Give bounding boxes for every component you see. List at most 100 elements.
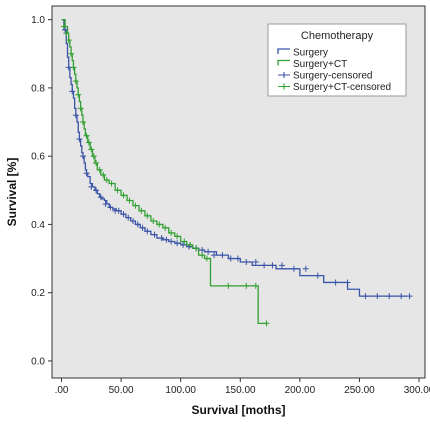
censor-mark bbox=[62, 26, 69, 33]
censor-mark bbox=[138, 207, 145, 214]
y-tick-label: 0.8 bbox=[31, 83, 45, 94]
censor-mark bbox=[398, 293, 405, 300]
censor-mark bbox=[162, 224, 169, 231]
censor-mark bbox=[278, 262, 285, 269]
legend-box bbox=[267, 23, 407, 97]
censor-mark bbox=[125, 214, 132, 221]
censor-mark bbox=[83, 132, 90, 139]
legend: Chemotherapy SurgerySurgery+CTSurgery-ce… bbox=[267, 23, 407, 97]
legend-cross-icon bbox=[278, 83, 290, 90]
censor-mark bbox=[234, 255, 241, 262]
y-axis-title: Survival [%] bbox=[5, 158, 19, 227]
censor-mark bbox=[314, 272, 321, 279]
censor-mark bbox=[243, 258, 250, 265]
censor-mark bbox=[290, 265, 297, 272]
censor-mark bbox=[174, 240, 181, 247]
censor-mark bbox=[60, 23, 67, 30]
y-tick-label: 0.0 bbox=[31, 356, 45, 367]
y-tick-label: 0.2 bbox=[31, 288, 45, 299]
censor-mark bbox=[72, 112, 79, 119]
censor-mark bbox=[203, 255, 210, 262]
censor-mark bbox=[103, 177, 110, 184]
legend-entry-label: Surgery+CT bbox=[293, 59, 347, 70]
x-tick-label: 150.00 bbox=[225, 385, 256, 396]
censor-mark bbox=[83, 170, 90, 177]
x-tick-label: 100.00 bbox=[165, 385, 196, 396]
censor-mark bbox=[63, 30, 70, 37]
censor-mark bbox=[115, 207, 122, 214]
censor-mark bbox=[69, 88, 76, 95]
x-tick-label: 50.00 bbox=[109, 385, 134, 396]
censor-mark bbox=[150, 218, 157, 225]
censor-mark bbox=[261, 262, 268, 269]
legend-line-icon bbox=[277, 59, 290, 66]
censor-mark bbox=[187, 241, 194, 248]
censor-mark bbox=[252, 282, 259, 289]
censor-mark bbox=[199, 247, 206, 254]
censor-mark bbox=[76, 136, 83, 143]
x-axis-title: Survival [moths] bbox=[191, 403, 285, 417]
legend-entry-label: Surgery+CT-censored bbox=[293, 82, 391, 93]
censor-mark bbox=[65, 37, 72, 44]
legend-title: Chemotherapy bbox=[301, 30, 374, 42]
censor-mark bbox=[386, 293, 393, 300]
censor-mark bbox=[205, 248, 212, 255]
legend-cross-icon bbox=[278, 72, 290, 78]
censor-mark bbox=[120, 211, 127, 218]
censor-mark bbox=[114, 187, 121, 194]
censor-mark bbox=[158, 235, 165, 242]
censor-mark bbox=[180, 241, 187, 248]
censor-mark bbox=[70, 64, 77, 71]
censor-mark bbox=[107, 204, 114, 211]
censor-layer bbox=[60, 23, 413, 327]
censor-mark bbox=[79, 119, 86, 126]
x-tick-label: .00 bbox=[55, 385, 69, 396]
censor-mark bbox=[96, 166, 103, 173]
y-tick-label: 0.4 bbox=[31, 220, 45, 231]
censor-mark bbox=[79, 153, 86, 160]
censor-mark bbox=[97, 194, 104, 201]
censor-mark bbox=[120, 192, 127, 199]
censor-mark bbox=[93, 187, 100, 194]
censor-mark bbox=[163, 236, 170, 243]
censor-mark bbox=[144, 212, 151, 219]
censor-mark bbox=[88, 146, 95, 153]
censor-mark bbox=[77, 105, 84, 112]
censor-mark bbox=[263, 320, 270, 327]
censor-mark bbox=[132, 202, 139, 209]
censor-mark bbox=[168, 229, 175, 236]
legend-entry-label: Surgery-censored bbox=[293, 71, 372, 82]
censor-mark bbox=[68, 50, 75, 57]
axis-ticks: .00 50.00 100.00 150.00 200.00 250.00 300.00 0.… bbox=[31, 15, 430, 396]
censor-mark bbox=[130, 218, 137, 225]
censor-mark bbox=[344, 279, 351, 286]
censor-mark bbox=[227, 255, 234, 262]
censor-mark bbox=[93, 159, 100, 166]
x-tick-label: 300.00 bbox=[404, 385, 430, 396]
censor-mark bbox=[126, 197, 133, 204]
y-tick-label: 1.0 bbox=[31, 15, 45, 26]
censor-mark bbox=[174, 233, 181, 240]
censor-mark bbox=[211, 252, 218, 259]
legend-line-icon bbox=[277, 48, 290, 54]
censor-mark bbox=[243, 282, 250, 289]
censor-mark bbox=[374, 293, 381, 300]
censor-mark bbox=[199, 252, 206, 259]
censor-mark bbox=[108, 180, 115, 187]
censor-mark bbox=[88, 183, 95, 190]
censor-mark bbox=[302, 265, 309, 272]
censor-mark bbox=[72, 78, 79, 85]
censor-mark bbox=[252, 258, 259, 265]
censor-mark bbox=[90, 153, 97, 160]
censor-mark bbox=[85, 139, 92, 146]
censor-mark bbox=[332, 279, 339, 286]
censor-mark bbox=[362, 293, 369, 300]
censor-mark bbox=[269, 262, 276, 269]
legend-entry-label: Surgery bbox=[293, 48, 328, 59]
censor-mark bbox=[134, 221, 141, 228]
legend-entries: SurgerySurgery+CTSurgery-censoredSurgery… bbox=[277, 48, 391, 93]
censor-mark bbox=[139, 224, 146, 231]
x-tick-label: 250.00 bbox=[344, 385, 375, 396]
x-tick-label: 200.00 bbox=[285, 385, 316, 396]
